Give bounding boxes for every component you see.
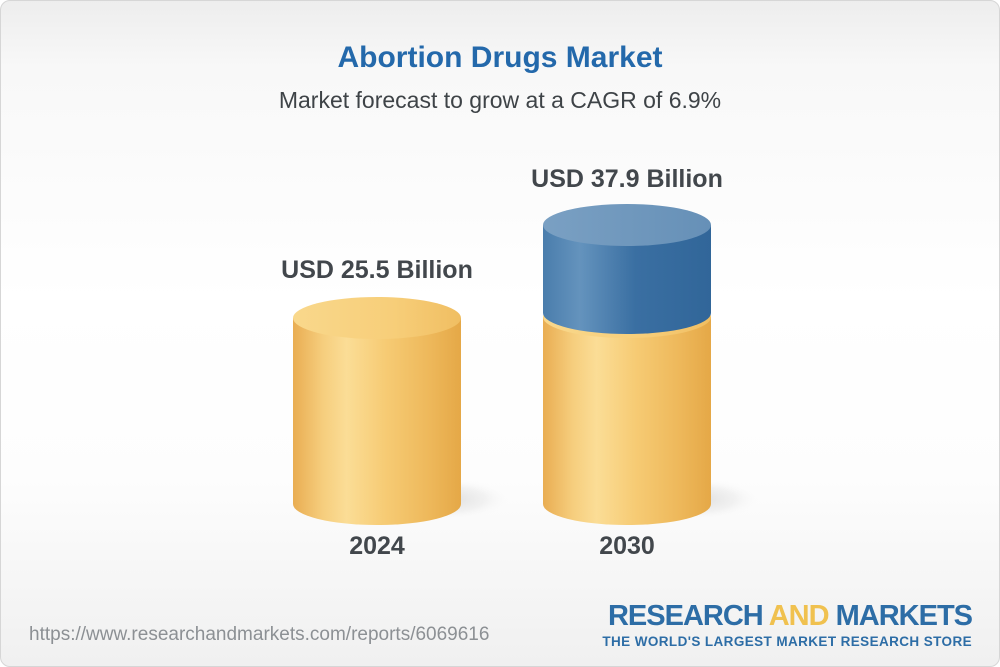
category-label-2024: 2024 xyxy=(349,532,405,560)
report-url: https://www.researchandmarkets.com/repor… xyxy=(29,624,490,645)
chart-title: Abortion Drugs Market xyxy=(337,41,663,74)
logo-word-and: AND xyxy=(768,600,830,632)
bar-2024-cylinder xyxy=(293,297,461,525)
logo-word-research: RESEARCH xyxy=(607,600,764,632)
logo-wordmark: RESEARCH AND MARKETS xyxy=(602,600,973,632)
logo-word-markets: MARKETS xyxy=(835,600,973,632)
category-label-2030: 2030 xyxy=(599,532,655,560)
logo-tagline: THE WORLD'S LARGEST MARKET RESEARCH STOR… xyxy=(602,634,972,649)
value-label-2024: USD 25.5 Billion xyxy=(281,256,473,284)
bar-2030-growth-segment xyxy=(543,204,711,334)
researchandmarkets-logo: RESEARCH AND MARKETS THE WORLD'S LARGEST… xyxy=(602,600,973,650)
value-label-2030: USD 37.9 Billion xyxy=(531,165,723,193)
chart-subtitle: Market forecast to grow at a CAGR of 6.9… xyxy=(278,87,722,113)
